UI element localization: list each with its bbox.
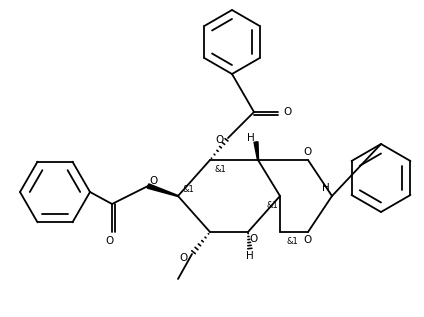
- Text: O: O: [150, 176, 158, 186]
- Text: H: H: [322, 183, 330, 193]
- Text: &1: &1: [214, 165, 226, 174]
- Text: O: O: [304, 147, 312, 157]
- Polygon shape: [147, 184, 178, 197]
- Text: O: O: [249, 234, 257, 244]
- Text: O: O: [283, 107, 291, 117]
- Text: O: O: [105, 236, 113, 246]
- Text: O: O: [180, 253, 188, 263]
- Text: H: H: [247, 133, 255, 143]
- Polygon shape: [254, 142, 259, 160]
- Text: &1: &1: [182, 185, 194, 195]
- Text: H: H: [246, 251, 254, 261]
- Text: &1: &1: [266, 202, 278, 210]
- Text: &1: &1: [286, 237, 298, 247]
- Text: O: O: [215, 135, 223, 145]
- Text: O: O: [304, 235, 312, 245]
